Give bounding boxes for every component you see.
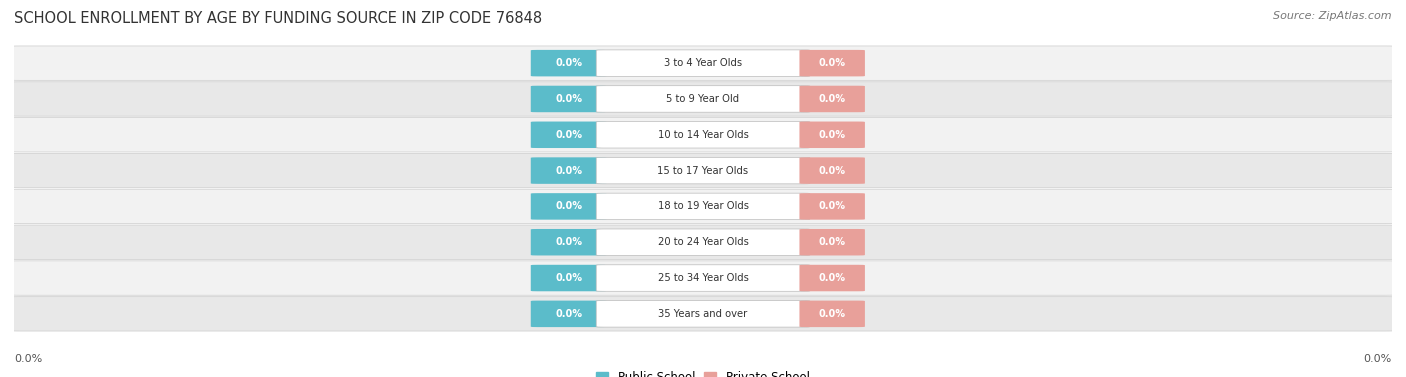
Text: 10 to 14 Year Olds: 10 to 14 Year Olds: [658, 130, 748, 140]
FancyBboxPatch shape: [596, 229, 810, 256]
Text: 20 to 24 Year Olds: 20 to 24 Year Olds: [658, 237, 748, 247]
Text: 35 Years and over: 35 Years and over: [658, 309, 748, 319]
FancyBboxPatch shape: [531, 265, 606, 291]
Text: 0.0%: 0.0%: [14, 354, 42, 365]
Text: 5 to 9 Year Old: 5 to 9 Year Old: [666, 94, 740, 104]
Text: Source: ZipAtlas.com: Source: ZipAtlas.com: [1274, 11, 1392, 21]
FancyBboxPatch shape: [800, 265, 865, 291]
Legend: Public School, Private School: Public School, Private School: [592, 366, 814, 377]
Text: 0.0%: 0.0%: [818, 201, 845, 211]
Text: 0.0%: 0.0%: [555, 58, 582, 68]
FancyBboxPatch shape: [596, 86, 810, 112]
Text: 0.0%: 0.0%: [555, 130, 582, 140]
FancyBboxPatch shape: [7, 297, 1399, 331]
FancyBboxPatch shape: [596, 50, 810, 77]
Text: 3 to 4 Year Olds: 3 to 4 Year Olds: [664, 58, 742, 68]
FancyBboxPatch shape: [596, 300, 810, 327]
FancyBboxPatch shape: [800, 193, 865, 220]
Text: 0.0%: 0.0%: [555, 94, 582, 104]
Text: 0.0%: 0.0%: [818, 58, 845, 68]
FancyBboxPatch shape: [531, 193, 606, 220]
Text: 0.0%: 0.0%: [555, 201, 582, 211]
FancyBboxPatch shape: [7, 189, 1399, 224]
Text: 0.0%: 0.0%: [555, 273, 582, 283]
FancyBboxPatch shape: [800, 229, 865, 256]
FancyBboxPatch shape: [7, 225, 1399, 259]
FancyBboxPatch shape: [800, 86, 865, 112]
Text: 0.0%: 0.0%: [555, 237, 582, 247]
FancyBboxPatch shape: [596, 157, 810, 184]
FancyBboxPatch shape: [800, 121, 865, 148]
Text: 0.0%: 0.0%: [818, 130, 845, 140]
FancyBboxPatch shape: [800, 300, 865, 327]
Text: SCHOOL ENROLLMENT BY AGE BY FUNDING SOURCE IN ZIP CODE 76848: SCHOOL ENROLLMENT BY AGE BY FUNDING SOUR…: [14, 11, 543, 26]
Text: 0.0%: 0.0%: [818, 237, 845, 247]
FancyBboxPatch shape: [596, 121, 810, 148]
FancyBboxPatch shape: [7, 261, 1399, 295]
Text: 0.0%: 0.0%: [1364, 354, 1392, 365]
FancyBboxPatch shape: [531, 229, 606, 256]
FancyBboxPatch shape: [531, 121, 606, 148]
FancyBboxPatch shape: [7, 46, 1399, 80]
FancyBboxPatch shape: [531, 157, 606, 184]
Text: 25 to 34 Year Olds: 25 to 34 Year Olds: [658, 273, 748, 283]
FancyBboxPatch shape: [596, 265, 810, 291]
Text: 0.0%: 0.0%: [818, 94, 845, 104]
FancyBboxPatch shape: [800, 157, 865, 184]
FancyBboxPatch shape: [531, 50, 606, 77]
FancyBboxPatch shape: [7, 153, 1399, 188]
FancyBboxPatch shape: [531, 86, 606, 112]
Text: 0.0%: 0.0%: [555, 166, 582, 176]
Text: 0.0%: 0.0%: [818, 166, 845, 176]
FancyBboxPatch shape: [7, 82, 1399, 116]
FancyBboxPatch shape: [800, 50, 865, 77]
Text: 0.0%: 0.0%: [818, 273, 845, 283]
Text: 18 to 19 Year Olds: 18 to 19 Year Olds: [658, 201, 748, 211]
Text: 0.0%: 0.0%: [555, 309, 582, 319]
Text: 15 to 17 Year Olds: 15 to 17 Year Olds: [658, 166, 748, 176]
Text: 0.0%: 0.0%: [818, 309, 845, 319]
FancyBboxPatch shape: [7, 118, 1399, 152]
FancyBboxPatch shape: [531, 300, 606, 327]
FancyBboxPatch shape: [596, 193, 810, 220]
